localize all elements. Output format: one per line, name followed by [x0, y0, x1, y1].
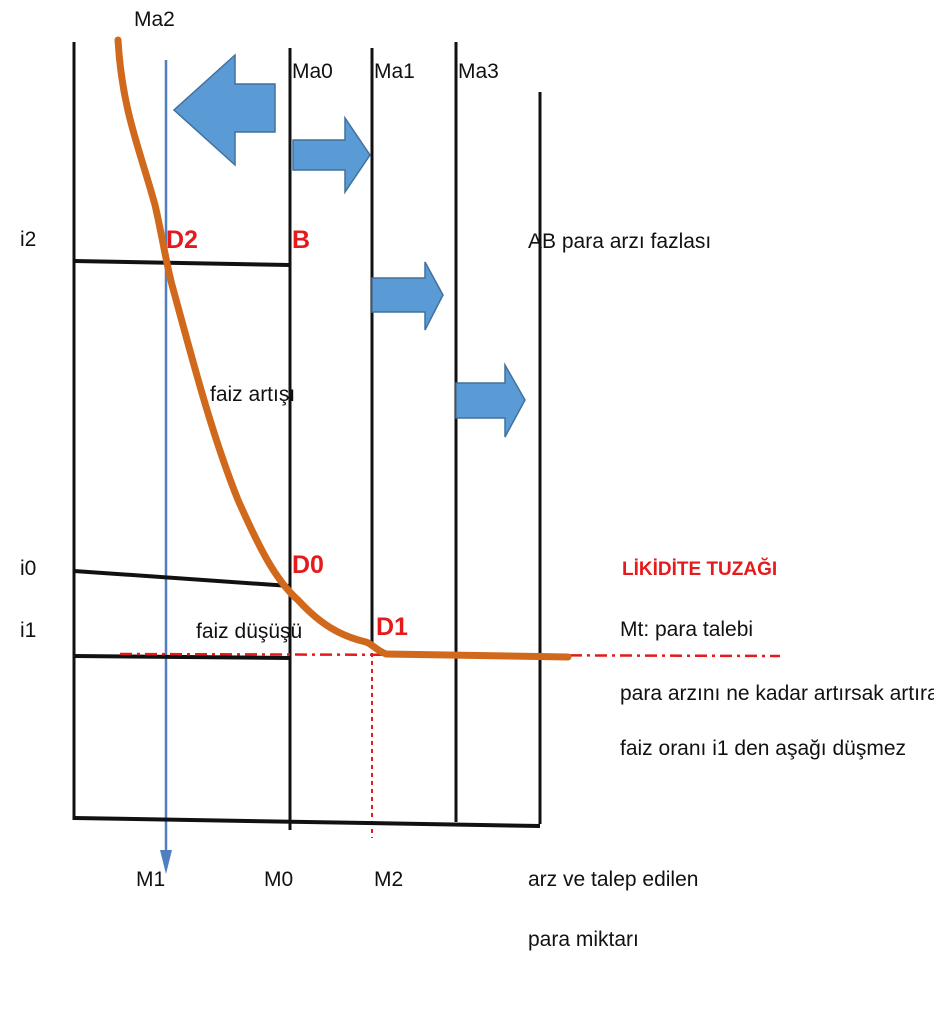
ma2-down-arrowhead: [160, 850, 172, 874]
label-liquidity-trap: LİKİDİTE TUZAĞI: [622, 558, 777, 580]
horizontal-line-i2: [73, 259, 291, 267]
label-m2: M2: [374, 868, 403, 891]
label-money-demand: Mt: para talebi: [620, 618, 753, 641]
horizontal-line-i1: [73, 654, 291, 660]
right-arrow-icon: [455, 362, 526, 438]
label-i2: i2: [20, 228, 36, 251]
label-ab-surplus: AB para arzı fazlası: [528, 230, 711, 253]
label-faiz-artisi: faiz artışı: [210, 383, 295, 406]
label-m0: M0: [264, 868, 293, 891]
label-ma0: Ma0: [292, 60, 333, 83]
label-ma3: Ma3: [458, 60, 499, 83]
label-i1: i1: [20, 619, 36, 642]
left-arrow-icon: [172, 53, 276, 167]
note-line-2: faiz oranı i1 den aşağı düşmez: [620, 737, 906, 760]
bottom-axis: [73, 816, 541, 828]
right-arrow-icon: [292, 115, 371, 195]
label-ma1: Ma1: [374, 60, 415, 83]
right-arrow-icon: [371, 261, 444, 331]
point-label-d0: D0: [292, 551, 324, 579]
horizontal-line-i0: [73, 569, 291, 588]
point-label-b: B: [292, 226, 310, 254]
note-line-1: para arzını ne kadar artırsak artıralım: [620, 682, 934, 705]
label-faiz-dususu: faiz düşüşü: [196, 620, 302, 643]
x-axis-label-line-1: arz ve talep edilen: [528, 868, 698, 891]
money-demand-curve: [114, 36, 572, 661]
x-axis-label-line-2: para miktarı: [528, 928, 639, 951]
point-label-d1: D1: [376, 613, 408, 641]
label-i0: i0: [20, 557, 36, 580]
point-label-d2: D2: [166, 226, 198, 254]
label-ma2: Ma2: [134, 8, 175, 31]
label-m1: M1: [136, 868, 165, 891]
